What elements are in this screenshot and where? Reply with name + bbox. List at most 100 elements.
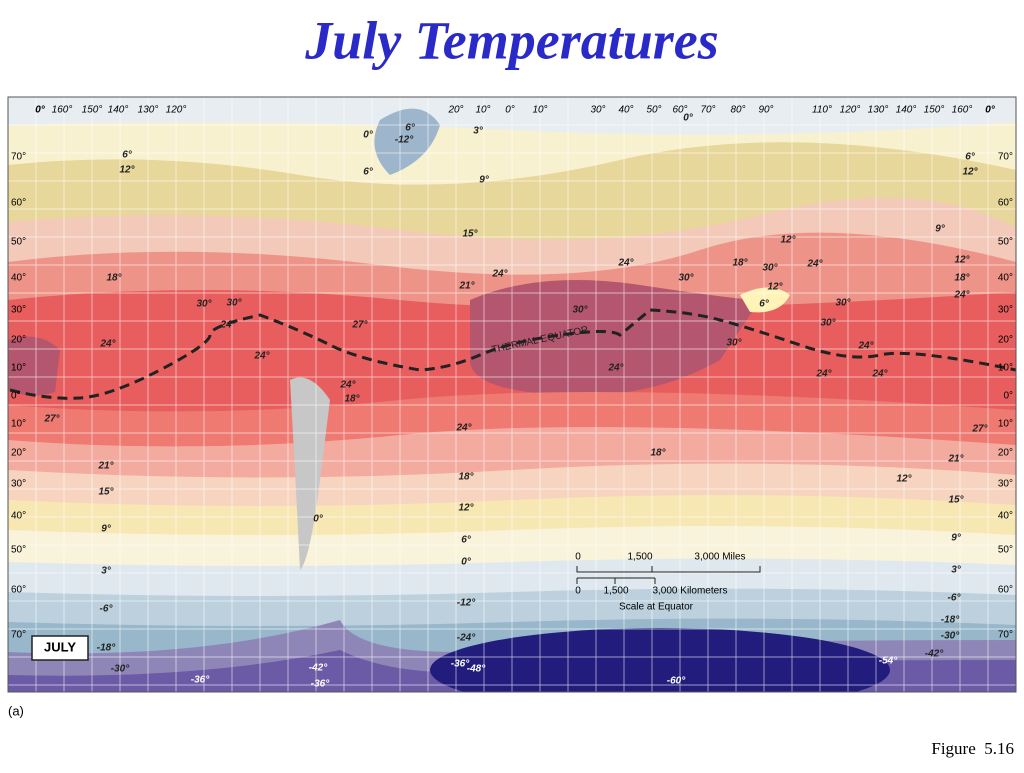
- longitude-label: 140°: [896, 105, 917, 116]
- latitude-label: 20°: [11, 335, 26, 346]
- isotherm-label: -6°: [948, 593, 962, 604]
- isotherm-label: 24°: [617, 258, 634, 269]
- isotherm-label: 30°: [678, 273, 694, 284]
- isotherm-label: -42°: [309, 663, 328, 674]
- isotherm-label: 18°: [650, 448, 666, 459]
- isotherm-label: -48°: [467, 664, 486, 675]
- isotherm-label: 21°: [947, 454, 964, 465]
- isotherm-label: 6°: [461, 535, 472, 546]
- isotherm-label: 15°: [462, 229, 478, 240]
- isotherm-label: -30°: [111, 664, 130, 675]
- longitude-label: 50°: [646, 105, 661, 116]
- longitude-label: 160°: [952, 105, 973, 116]
- latitude-label: 20°: [998, 448, 1013, 459]
- latitude-label: 20°: [11, 448, 26, 459]
- longitude-label: 130°: [138, 105, 159, 116]
- longitude-label: 10°: [532, 105, 547, 116]
- latitude-label: 70°: [998, 630, 1013, 641]
- isotherm-label: -30°: [941, 631, 960, 642]
- latitude-label: 50°: [998, 237, 1013, 248]
- longitude-label: 60°: [672, 105, 687, 116]
- map: [8, 97, 1016, 692]
- isotherm-label: -42°: [925, 649, 944, 660]
- panel-label: (a): [8, 703, 24, 718]
- isotherm-label: 6°: [405, 123, 416, 134]
- isotherm-label: -36°: [451, 659, 470, 670]
- isotherm-label: -12°: [457, 598, 476, 609]
- isotherm-label: 12°: [458, 503, 474, 514]
- isotherm-label: 30°: [726, 338, 742, 349]
- longitude-label: 90°: [758, 105, 773, 116]
- latitude-label: 60°: [11, 198, 26, 209]
- latitude-label: 10°: [11, 419, 26, 430]
- latitude-label: 60°: [998, 198, 1013, 209]
- isotherm-label: 9°: [951, 533, 962, 544]
- longitude-label: 20°: [447, 105, 463, 116]
- isotherm-label: 3°: [101, 566, 112, 577]
- isotherm-label: 24°: [806, 259, 823, 270]
- isotherm-label: 12°: [962, 167, 978, 178]
- isotherm-label: -24°: [457, 633, 476, 644]
- latitude-label: 70°: [11, 630, 26, 641]
- isotherm-label: -36°: [191, 675, 210, 686]
- isotherm-label: 24°: [871, 369, 888, 380]
- isotherm-label: 24°: [339, 380, 356, 391]
- longitude-label: 30°: [590, 105, 605, 116]
- isotherm-label: 24°: [953, 290, 970, 301]
- latitude-label: 60°: [998, 585, 1013, 596]
- latitude-label: 0°: [1003, 391, 1013, 402]
- isotherm-label: 0°: [683, 113, 694, 124]
- isotherm-label: 6°: [363, 167, 374, 178]
- isotherm-label: -54°: [879, 656, 898, 667]
- isotherm-label: 6°: [759, 299, 770, 310]
- isotherm-label: 24°: [607, 363, 624, 374]
- isotherm-label: 30°: [572, 305, 588, 316]
- latitude-label: 0°: [11, 391, 21, 402]
- isotherm-label: -18°: [941, 615, 960, 626]
- isotherm-label: 18°: [732, 258, 748, 269]
- latitude-label: 70°: [998, 152, 1013, 163]
- latitude-label: 50°: [11, 237, 26, 248]
- latitude-label: 60°: [11, 585, 26, 596]
- isotherm-label: 30°: [820, 318, 836, 329]
- isotherm-label: 9°: [101, 524, 112, 535]
- isotherm-label: -12°: [395, 135, 414, 146]
- latitude-label: 70°: [11, 152, 26, 163]
- isotherm-label: -60°: [667, 676, 686, 687]
- isotherm-label: -36°: [311, 679, 330, 690]
- latitude-label: 30°: [11, 479, 26, 490]
- isotherm-label: 0°: [461, 557, 472, 568]
- longitude-label: 0°: [985, 105, 996, 116]
- isotherm-label: 18°: [106, 273, 122, 284]
- scale-miles: 1,500: [627, 552, 652, 563]
- isotherm-label: 3°: [473, 126, 484, 137]
- latitude-label: 10°: [998, 419, 1013, 430]
- scale-miles: 3,000 Miles: [694, 552, 745, 563]
- scale-km: 0: [575, 586, 581, 597]
- isotherm-label: 12°: [119, 165, 135, 176]
- latitude-label: 20°: [998, 335, 1013, 346]
- longitude-label: 80°: [730, 105, 745, 116]
- longitude-label: 140°: [108, 105, 129, 116]
- isotherm-label: 6°: [965, 152, 976, 163]
- isotherm-label: 15°: [948, 495, 964, 506]
- latitude-label: 50°: [11, 545, 26, 556]
- month-label: JULY: [44, 639, 76, 654]
- isotherm-label: 12°: [780, 235, 796, 246]
- longitude-label: 130°: [868, 105, 889, 116]
- isotherm-label: 21°: [97, 461, 114, 472]
- longitude-label: 150°: [82, 105, 103, 116]
- longitude-label: 70°: [700, 105, 715, 116]
- longitude-label: 0°: [505, 105, 515, 116]
- latitude-label: 30°: [11, 305, 26, 316]
- longitude-label: 40°: [618, 105, 633, 116]
- isotherm-label: 24°: [455, 423, 472, 434]
- isotherm-label: 12°: [954, 255, 970, 266]
- isotherm-label: 24°: [219, 320, 236, 331]
- longitude-label: 120°: [840, 105, 861, 116]
- isotherm-label: 24°: [491, 269, 508, 280]
- isotherm-label: 30°: [226, 298, 242, 309]
- isotherm-label: 30°: [835, 298, 851, 309]
- isotherm-label: 12°: [767, 282, 783, 293]
- longitude-label: 0°: [35, 105, 46, 116]
